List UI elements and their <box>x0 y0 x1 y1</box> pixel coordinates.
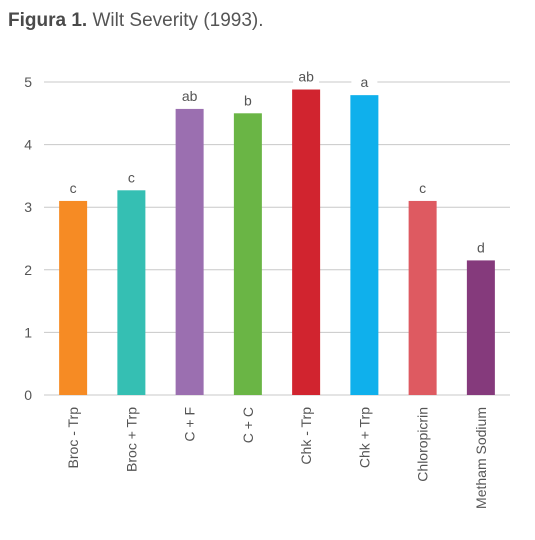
bar <box>466 260 495 395</box>
y-tick-label: 0 <box>24 387 32 403</box>
bar <box>59 200 88 395</box>
label-backdrop <box>176 86 203 105</box>
bar <box>233 113 262 396</box>
bar <box>292 89 321 396</box>
y-tick-label: 3 <box>24 199 32 215</box>
significance-label: c <box>70 180 77 196</box>
label-backdrop <box>118 168 145 187</box>
x-tick-label: Chloropicrin <box>415 407 431 482</box>
significance-label: ab <box>298 69 314 85</box>
significance-label: b <box>244 92 252 108</box>
y-tick-label: 5 <box>24 74 32 90</box>
x-tick-label: Broc - Trp <box>65 407 81 469</box>
x-tick-label: C + F <box>182 407 198 442</box>
y-tick-label: 1 <box>24 324 32 340</box>
bar <box>117 190 146 395</box>
figure-caption: Wilt Severity (1993). <box>92 10 264 31</box>
label-backdrop <box>351 73 378 92</box>
x-tick-label: Metham Sodium <box>473 407 489 509</box>
significance-label: c <box>419 180 426 196</box>
bar <box>175 108 204 395</box>
label-backdrop <box>467 238 494 257</box>
label-backdrop <box>293 67 320 86</box>
chart-title: Figura 1. Wilt Severity (1993). <box>8 10 264 32</box>
figure-label: Figura 1. <box>8 10 88 31</box>
x-tick-label: Chk - Trp <box>298 407 314 465</box>
significance-label: d <box>477 239 485 255</box>
bar <box>350 95 379 396</box>
significance-label: c <box>128 169 135 185</box>
significance-label: a <box>360 74 368 90</box>
label-backdrop <box>60 178 87 197</box>
x-tick-label: Chk + Trp <box>356 407 372 468</box>
significance-label: ab <box>182 88 198 104</box>
x-tick-label: C + C <box>240 407 256 443</box>
label-backdrop <box>234 91 261 110</box>
bar <box>408 200 437 395</box>
label-backdrop <box>409 178 436 197</box>
y-tick-label: 2 <box>24 262 32 278</box>
y-tick-label: 4 <box>24 137 32 153</box>
x-tick-label: Broc + Trp <box>123 407 139 472</box>
